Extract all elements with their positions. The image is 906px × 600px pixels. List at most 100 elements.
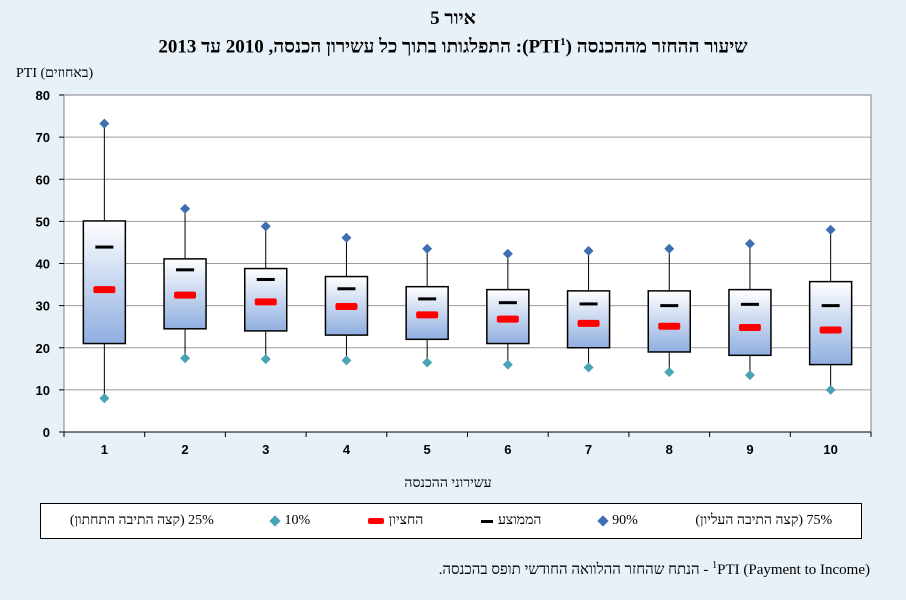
p90-marker [664,243,675,254]
p10-marker [180,353,191,364]
p10-marker [583,362,594,373]
diamond-icon [597,515,609,527]
mean-marker [256,278,275,282]
x-tick-label: 6 [504,442,511,457]
p10-marker [99,393,110,404]
black-dash-icon [480,519,493,523]
figure-title-sup: 1 [560,36,566,48]
legend: 25% (קצה התיבה התחתון) 10% החציון הממוצע… [40,503,862,539]
figure-title-rest: ): התפלגותו בתוך כל עשירון הכנסה, 2010 ע… [158,36,529,58]
p10-marker [341,355,352,366]
median-marker [254,298,277,306]
x-tick-label: 9 [746,442,753,457]
box-decile-6 [486,248,530,370]
x-tick-label: 5 [424,442,431,457]
x-tick-label: 3 [262,442,269,457]
median-marker [335,302,358,310]
iqr-box [566,290,611,349]
x-tick-label: 8 [666,442,673,457]
box-decile-5 [405,243,449,368]
x-tick-label: 7 [585,442,592,457]
p90-marker [744,238,755,249]
legend-item-mean: הממוצע [480,513,542,529]
y-axis-ticks: 0 10 20 30 40 50 60 70 80 [36,88,64,440]
box-decile-1 [82,118,127,404]
p10-marker [825,384,836,395]
y-tick-label: 50 [36,214,50,229]
iqr-box [647,290,691,353]
box-decile-4 [324,232,369,366]
y-tick-label: 40 [36,257,50,272]
box-decile-2 [163,203,207,364]
mean-marker [660,304,679,308]
mean-marker [740,302,759,306]
x-tick-label: 10 [823,442,837,457]
x-tick-label: 2 [181,442,188,457]
y-tick-label: 30 [36,299,50,314]
x-axis-ticks: 1 2 3 4 5 6 7 8 9 10 [63,431,872,457]
p90-marker [180,203,191,214]
box-decile-3 [244,221,288,365]
red-dash-icon [367,518,384,524]
p10-marker [664,367,675,378]
p90-marker [260,221,271,232]
mean-marker [95,245,114,249]
median-marker [416,311,439,319]
footnote: 1PTI (Payment to Income) - הנתח שהחזר הה… [439,560,870,579]
x-axis-title: עשירוני ההכנסה [404,476,491,491]
y-tick-label: 20 [36,341,50,356]
y-tick-label: 80 [36,88,50,103]
p90-marker [422,243,433,254]
legend-item-p25: 25% (קצה התיבה התחתון) [70,513,214,529]
legend-item-median: החציון [367,513,424,529]
iqr-box [728,288,772,357]
legend-label-p90: 90% [612,513,638,528]
iqr-box [808,280,853,366]
legend-label-p75: 75% (קצה התיבה העליון) [695,513,833,528]
legend-label-p25: 25% (קצה התיבה התחתון) [69,513,214,528]
median-marker [93,286,116,294]
legend-item-p90: 90% [597,513,638,529]
box-plot-chart: PTI (באחוזים) 0 10 20 30 40 50 60 70 80 1 2 3 4 5 6 7 8… [16,66,872,491]
y-tick-label: 10 [36,383,50,398]
median-marker [819,326,842,334]
mean-marker [821,304,840,308]
p10-marker [744,370,755,381]
p10-marker [422,357,433,368]
median-marker [738,324,761,332]
median-marker [174,291,197,299]
p90-marker [583,245,594,256]
p90-marker [825,224,836,235]
mean-marker [337,287,356,291]
median-marker [577,319,600,327]
median-marker [496,315,519,323]
legend-item-p10: 10% [269,513,311,529]
p10-marker [502,359,513,370]
p90-marker [341,232,352,243]
footnote-text: PTI (Payment to Income) - הנתח שהחזר ההל… [438,562,870,578]
mean-marker [176,268,195,272]
box-decile-7 [566,245,611,373]
y-tick-label: 0 [43,425,50,440]
iqr-box [82,220,127,345]
legend-label-median: החציון [388,513,424,528]
box-decile-8 [647,243,691,378]
y-axis-title: PTI (באחוזים) [16,66,94,81]
boxes [82,118,853,404]
box-decile-9 [728,238,772,381]
box-decile-10 [808,224,853,395]
y-tick-label: 60 [36,172,50,187]
p90-marker [502,248,513,259]
legend-label-mean: הממוצע [497,513,542,528]
gridlines [64,136,871,391]
p90-marker [99,118,110,129]
p10-marker [260,354,271,365]
legend-item-p75: 75% (קצה התיבה העליון) [695,513,832,529]
median-marker [658,322,681,330]
figure-title-main: שיעור ההחזר מההכנסה (PTI [528,36,748,58]
diamond-icon [269,515,282,527]
x-tick-label: 1 [101,442,108,457]
legend-label-p10: 10% [284,513,311,528]
mean-marker [579,302,598,306]
